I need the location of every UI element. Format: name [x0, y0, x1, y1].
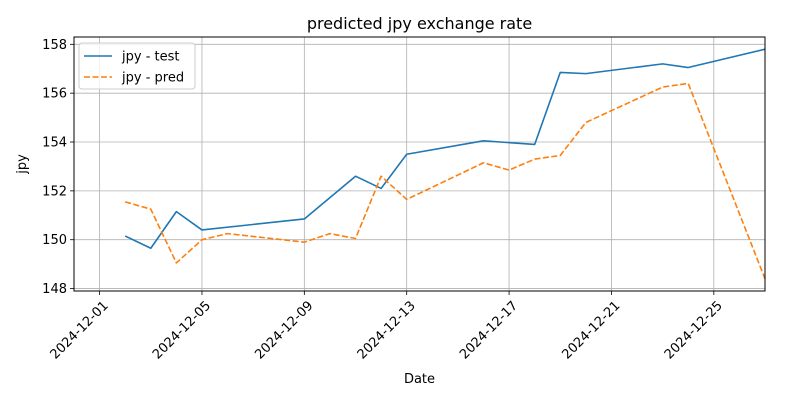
legend-label-test: jpy - test — [121, 50, 179, 65]
series-layer — [124, 48, 766, 280]
chart-title: predicted jpy exchange rate — [307, 14, 532, 33]
y-tick-label: 156 — [42, 87, 67, 102]
legend-label-pred: jpy - pred — [121, 71, 184, 86]
series-line-pred — [124, 82, 766, 280]
x-axis-label: Date — [404, 372, 435, 387]
x-tick-label: 2024-12-09 — [252, 298, 316, 362]
x-tick-label: 2024-12-13 — [355, 298, 419, 362]
y-tick-label: 150 — [42, 233, 67, 248]
y-axis-label: jpy — [15, 154, 30, 175]
legend: jpy - test jpy - pred — [78, 42, 196, 90]
legend-box — [78, 42, 196, 90]
y-tick-label: 152 — [42, 184, 67, 199]
x-tick-label: 2024-12-05 — [150, 298, 214, 362]
y-tick-label: 158 — [42, 38, 67, 53]
x-tick-label: 2024-12-21 — [559, 298, 623, 362]
plot-frame — [73, 36, 766, 292]
x-tick-label: 2024-12-01 — [48, 298, 112, 362]
x-tick-label: 2024-12-25 — [662, 298, 726, 362]
x-tick-label: 2024-12-17 — [457, 298, 521, 362]
y-tick-label: 154 — [42, 136, 67, 151]
y-tick-label: 148 — [42, 282, 67, 297]
series-line-test — [124, 48, 766, 250]
grid — [74, 37, 765, 291]
